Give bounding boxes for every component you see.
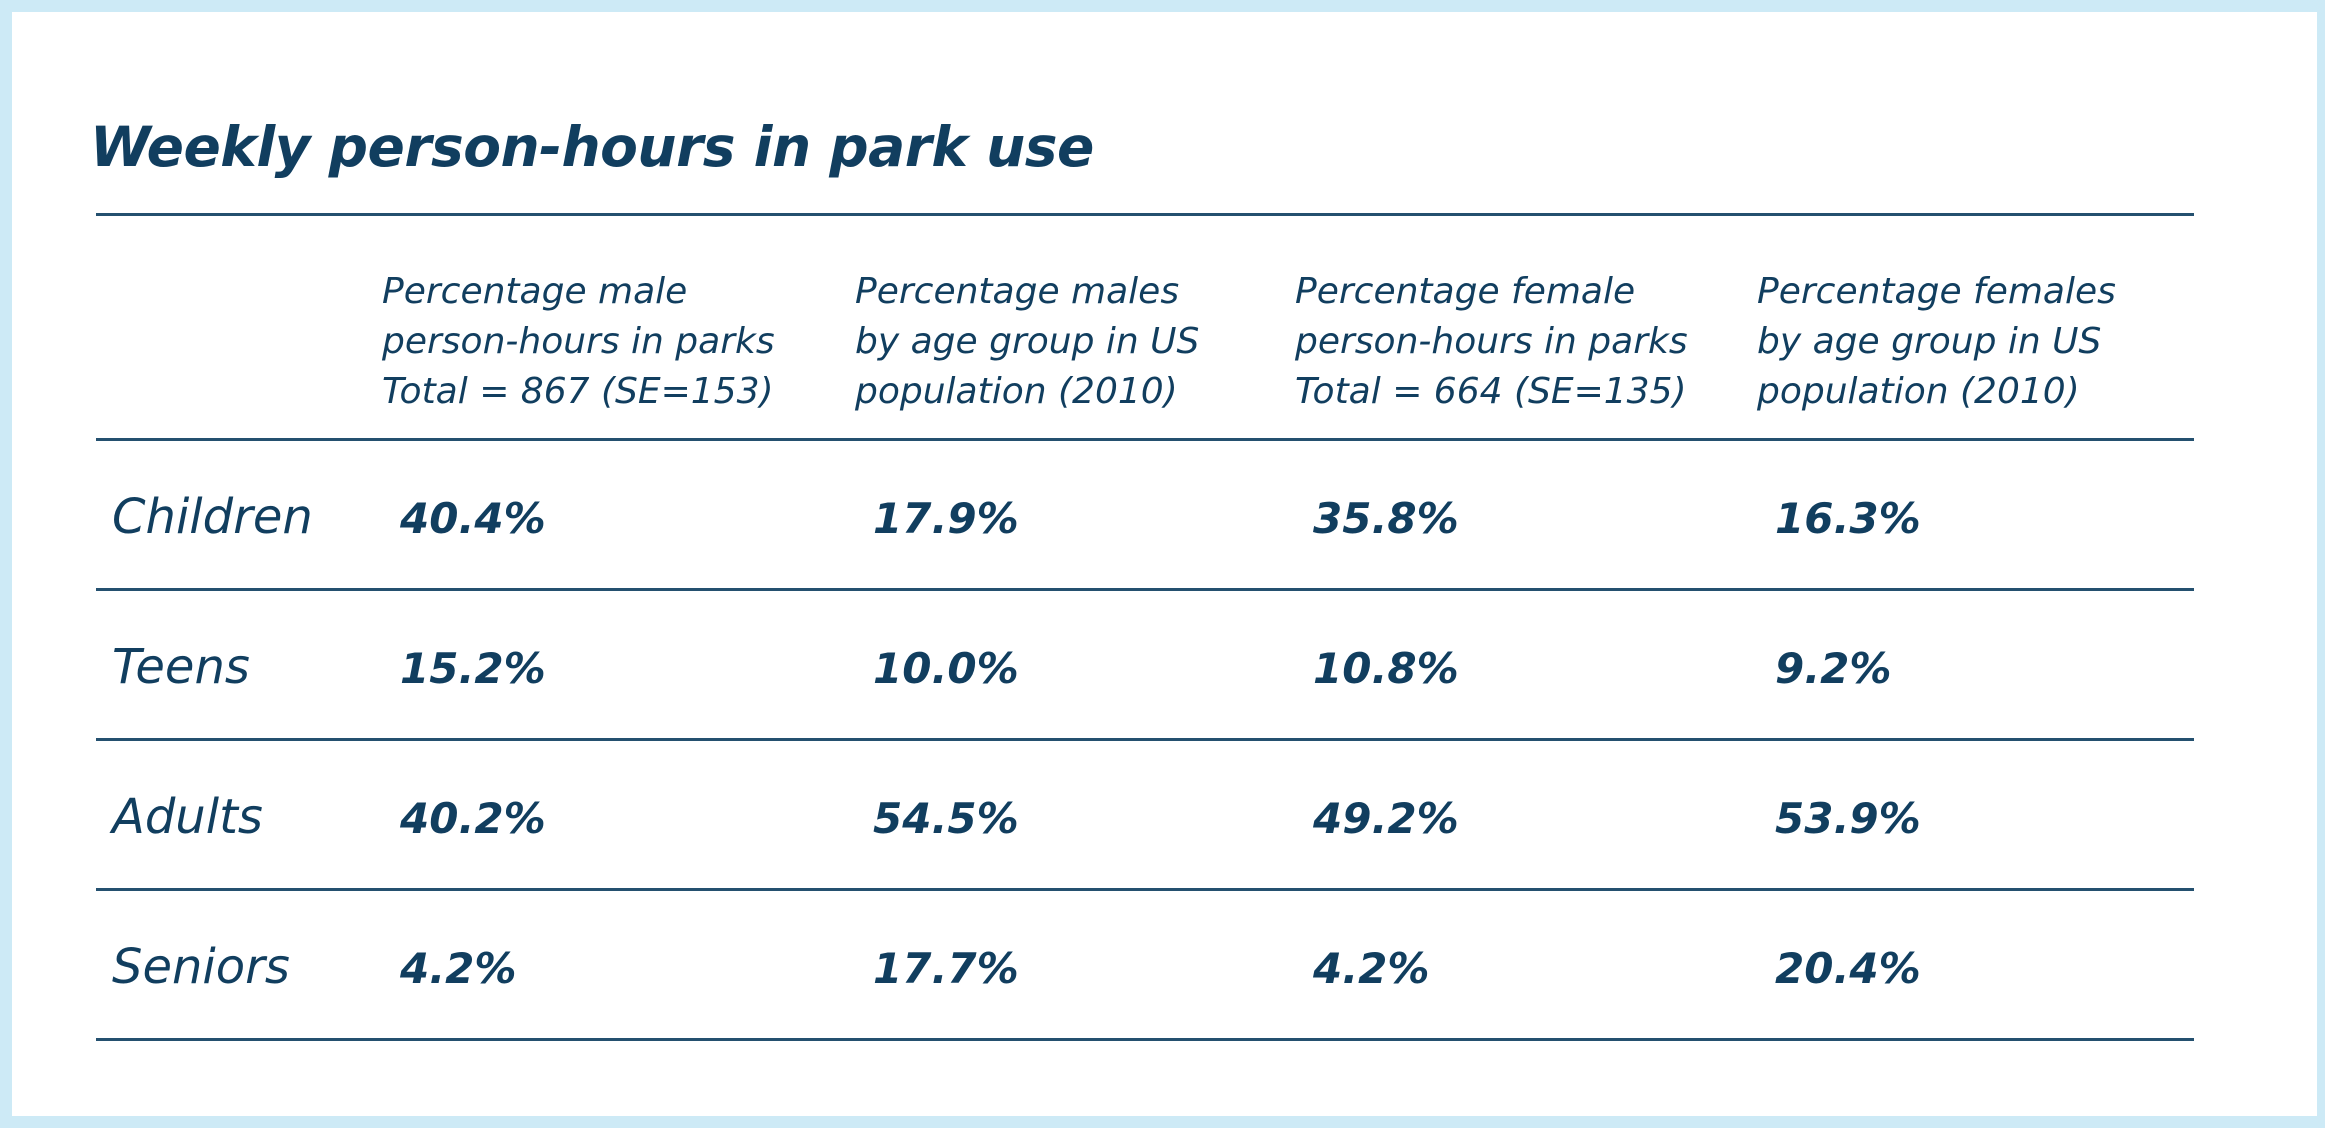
cell-children-female-population: 16.3%: [1775, 494, 1921, 543]
column-header-male-population: Percentage males by age group in US popu…: [855, 267, 1199, 417]
column-header-line: person-hours in parks: [1295, 321, 1688, 362]
row-label-seniors: Seniors: [112, 939, 290, 995]
header-bottom-rule: [96, 438, 2194, 441]
column-header-line: Percentage male: [382, 271, 688, 312]
table-bottom-rule: [96, 1038, 2194, 1041]
column-header-line: by age group in US: [1757, 321, 2102, 362]
row-label-adults: Adults: [112, 789, 263, 845]
cell-adults-male-population: 54.5%: [873, 794, 1019, 843]
cell-adults-female-population: 53.9%: [1775, 794, 1921, 843]
row-label-teens: Teens: [112, 639, 250, 695]
column-header-line: by age group in US: [855, 321, 1200, 362]
cell-teens-female-park: 10.8%: [1313, 644, 1459, 693]
column-header-male-park-hours: Percentage male person-hours in parks To…: [382, 267, 775, 417]
row-divider: [96, 588, 2194, 591]
column-header-line: Percentage males: [855, 271, 1180, 312]
column-header-line: Percentage female: [1295, 271, 1636, 312]
column-header-female-population: Percentage females by age group in US po…: [1757, 267, 2116, 417]
cell-seniors-male-population: 17.7%: [873, 944, 1019, 993]
row-divider: [96, 888, 2194, 891]
table-top-rule: [96, 213, 2194, 216]
column-header-line: Total = 867 (SE=153): [382, 371, 774, 412]
column-header-line: Total = 664 (SE=135): [1295, 371, 1687, 412]
column-header-line: Percentage females: [1757, 271, 2116, 312]
column-header-line: person-hours in parks: [382, 321, 775, 362]
cell-seniors-female-park: 4.2%: [1313, 944, 1430, 993]
cell-teens-male-population: 10.0%: [873, 644, 1019, 693]
cell-children-male-population: 17.9%: [873, 494, 1019, 543]
cell-children-male-park: 40.4%: [400, 494, 546, 543]
cell-seniors-male-park: 4.2%: [400, 944, 517, 993]
cell-teens-male-park: 15.2%: [400, 644, 546, 693]
cell-seniors-female-population: 20.4%: [1775, 944, 1921, 993]
row-divider: [96, 738, 2194, 741]
cell-adults-female-park: 49.2%: [1313, 794, 1459, 843]
column-header-female-park-hours: Percentage female person-hours in parks …: [1295, 267, 1688, 417]
table-card: Weekly person-hours in park use Percenta…: [12, 12, 2317, 1116]
cell-teens-female-population: 9.2%: [1775, 644, 1892, 693]
row-label-children: Children: [112, 489, 313, 545]
chart-title: Weekly person-hours in park use: [90, 115, 1094, 179]
cell-children-female-park: 35.8%: [1313, 494, 1459, 543]
column-header-line: population (2010): [1757, 371, 2080, 412]
cell-adults-male-park: 40.2%: [400, 794, 546, 843]
column-header-line: population (2010): [855, 371, 1178, 412]
